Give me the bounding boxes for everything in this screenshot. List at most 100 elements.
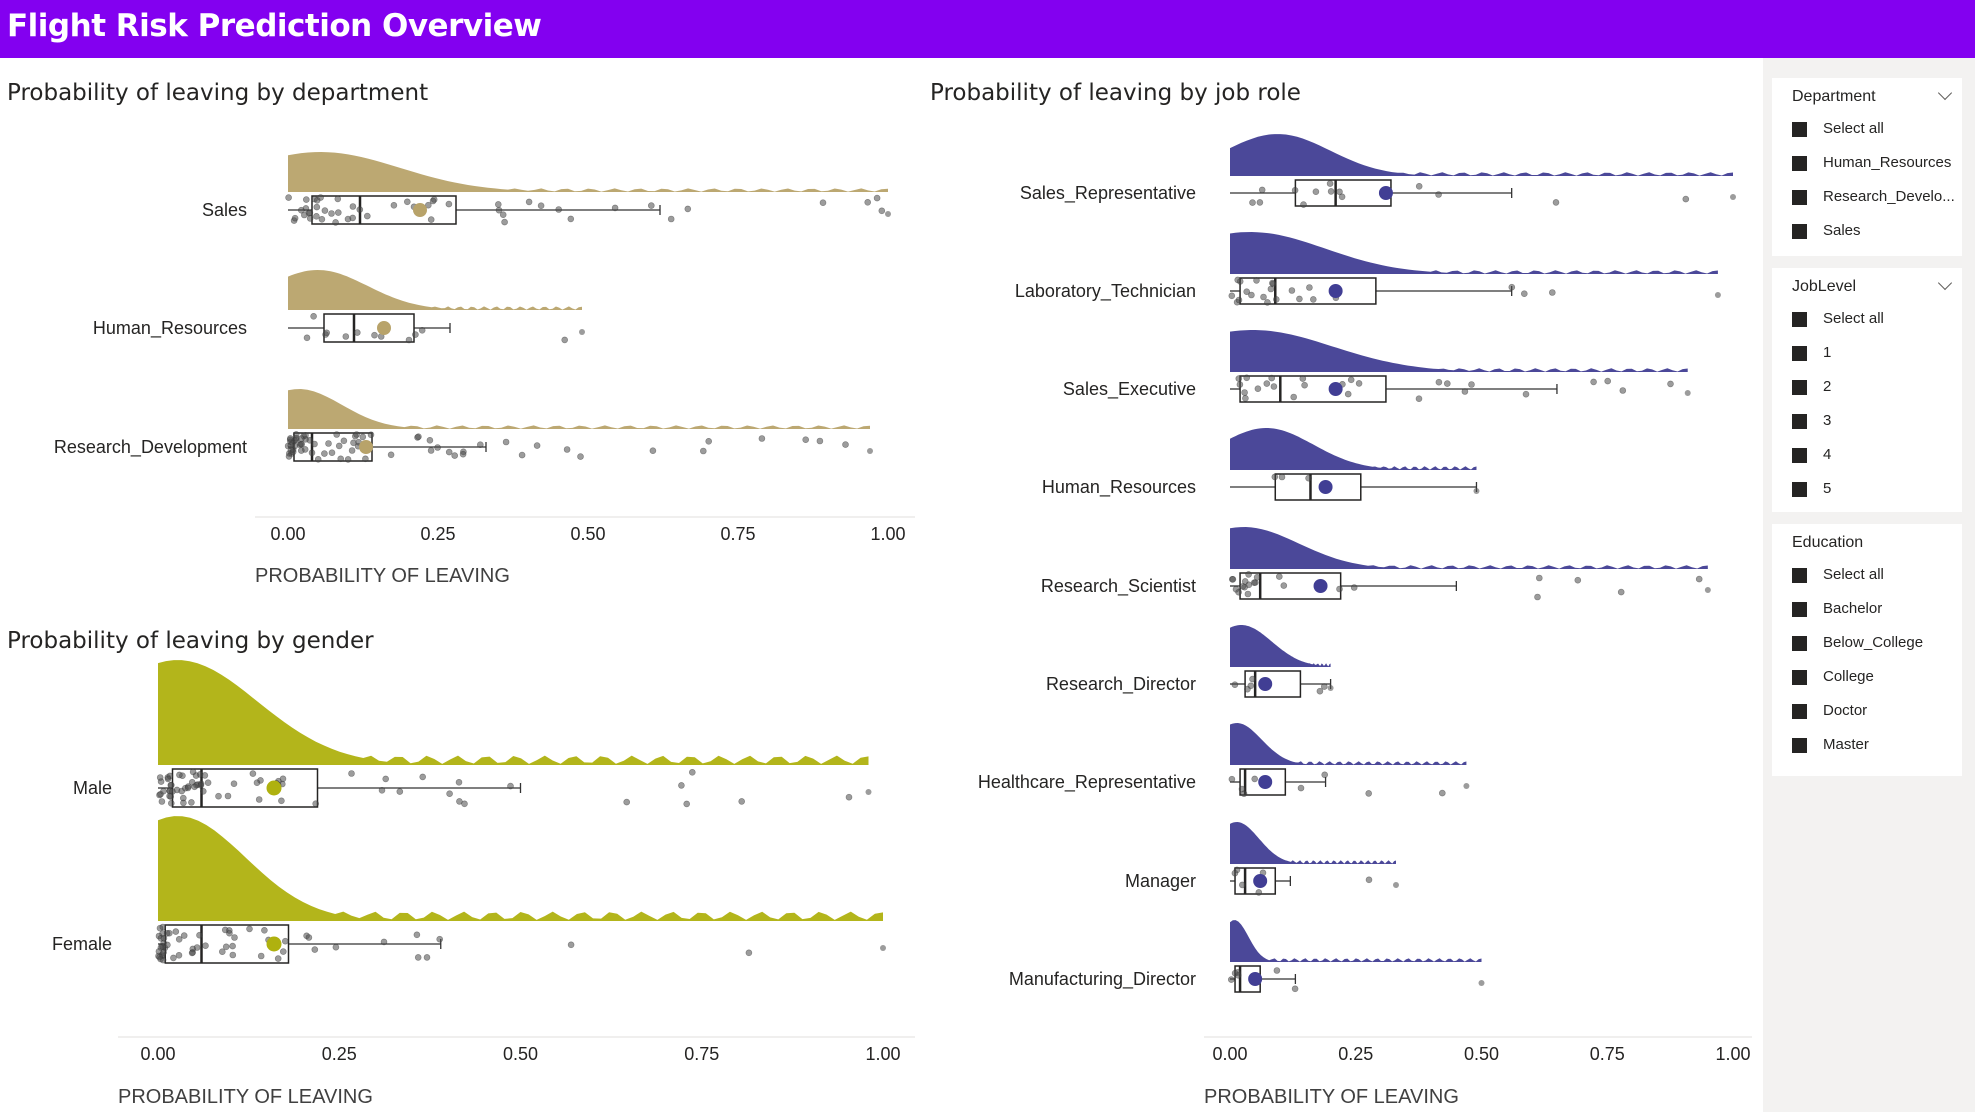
gender-data-point (221, 926, 229, 934)
jobrole-x-tick-label: 0.75 (1590, 1044, 1625, 1064)
checkbox[interactable] (1792, 482, 1807, 497)
jobrole-data-point (1264, 299, 1271, 306)
gender-data-point (567, 941, 575, 949)
slicer-option[interactable]: Human_Resources (1792, 152, 1962, 174)
department-mean-marker (359, 440, 373, 454)
checkbox[interactable] (1792, 568, 1807, 583)
checkbox[interactable] (1792, 312, 1807, 327)
jobrole-x-tick-label: 1.00 (1715, 1044, 1750, 1064)
checkbox[interactable] (1792, 414, 1807, 429)
slicer-option[interactable]: 2 (1792, 376, 1962, 398)
jobrole-data-point (1695, 575, 1703, 583)
checkbox[interactable] (1792, 738, 1807, 753)
checkbox[interactable] (1792, 346, 1807, 361)
jobrole-data-point (1604, 377, 1611, 385)
chevron-down-icon[interactable] (1937, 275, 1953, 291)
checkbox[interactable] (1792, 704, 1807, 719)
slicer-option-label: Below_College (1823, 634, 1924, 651)
jobrole-data-point (1232, 585, 1240, 593)
checkbox[interactable] (1792, 380, 1807, 395)
department-data-point (302, 196, 310, 203)
jobrole-data-point (1248, 291, 1255, 299)
jobrole-data-point (1321, 683, 1328, 690)
jobrole-data-point (1534, 593, 1541, 601)
jobrole-data-point (1301, 381, 1308, 389)
jobrole-data-point (1439, 789, 1446, 797)
slicer-option[interactable]: Bachelor (1792, 598, 1962, 620)
jobrole-x-tick-label: 0.50 (1464, 1044, 1499, 1064)
jobrole-data-point (1229, 575, 1237, 583)
checkbox[interactable] (1792, 156, 1807, 171)
slicer-option[interactable]: College (1792, 666, 1962, 688)
department-data-point (348, 447, 356, 454)
department-data-point (647, 202, 655, 209)
checkbox[interactable] (1792, 224, 1807, 239)
slicer-option[interactable]: Select all (1792, 308, 1962, 330)
department-data-point (367, 431, 375, 439)
jobrole-data-point (1619, 387, 1627, 394)
department-data-point (611, 204, 619, 212)
checkbox[interactable] (1792, 602, 1807, 617)
gender-data-point (184, 784, 192, 792)
gender-data-point (157, 944, 165, 951)
jobrole-box (1244, 670, 1302, 698)
gender-data-point (222, 943, 230, 951)
department-data-point (285, 453, 293, 460)
jobrole-data-point (1253, 573, 1261, 581)
slicer-option[interactable]: 3 (1792, 410, 1962, 432)
slicer-department: Department Select all Human_Resources Resea… (1772, 78, 1962, 256)
department-data-point (459, 450, 467, 458)
slicer-option-label: College (1823, 668, 1874, 685)
slicer-option[interactable]: Below_College (1792, 632, 1962, 654)
gender-x-tick-label: 1.00 (865, 1044, 900, 1064)
slicer-option[interactable]: Doctor (1792, 700, 1962, 722)
gender-data-point (461, 800, 468, 808)
jobrole-data-point (1435, 378, 1443, 386)
department-data-point (340, 437, 348, 445)
slicer-option[interactable]: Research_Develo... (1792, 186, 1962, 208)
slicer-option[interactable]: 4 (1792, 444, 1962, 466)
gender-data-point (255, 796, 263, 803)
gender-data-point (380, 938, 388, 946)
chevron-down-icon[interactable] (1937, 85, 1953, 101)
jobrole-mean-marker (1328, 382, 1343, 396)
department-data-point (418, 326, 426, 334)
jobrole-data-point (1235, 375, 1243, 382)
gender-data-point (219, 948, 226, 956)
department-data-point (502, 438, 510, 446)
checkbox[interactable] (1792, 448, 1807, 463)
slicer-option[interactable]: 5 (1792, 478, 1962, 500)
jobrole-category-label: Laboratory_Technician (1015, 281, 1196, 302)
jobrole-data-point (1254, 385, 1262, 393)
slicer-option[interactable]: Select all (1792, 118, 1962, 140)
jobrole-data-point (1288, 287, 1296, 294)
slicer-option[interactable]: 1 (1792, 342, 1962, 364)
department-data-point (555, 206, 563, 213)
department-data-point (292, 434, 300, 442)
checkbox[interactable] (1792, 122, 1807, 137)
jobrole-row: Human_Resources (1042, 428, 1480, 501)
department-data-point (878, 207, 886, 215)
checkbox[interactable] (1792, 190, 1807, 205)
jobrole-mean-marker (1318, 480, 1333, 494)
jobrole-density-cloud (1230, 920, 1482, 962)
department-data-point (758, 435, 766, 442)
gender-data-point (158, 798, 166, 805)
gender-data-point (180, 932, 188, 939)
checkbox[interactable] (1792, 636, 1807, 651)
checkbox[interactable] (1792, 670, 1807, 685)
gender-data-point (215, 792, 222, 800)
slicer-education: Education Select all Bachelor Below_College… (1772, 524, 1962, 776)
gender-data-point (413, 931, 421, 939)
slicer-option-label: 4 (1823, 446, 1832, 463)
department-mean-marker (377, 321, 391, 335)
department-data-point (306, 436, 314, 444)
gender-data-point (168, 799, 175, 807)
department-data-point (684, 205, 692, 213)
slicer-option[interactable]: Master (1792, 734, 1962, 756)
gender-data-point (278, 797, 285, 805)
slicer-option[interactable]: Select all (1792, 564, 1962, 586)
slicer-option[interactable]: Sales (1792, 220, 1962, 242)
jobrole-category-label: Research_Scientist (1041, 576, 1196, 597)
jobrole-density-cloud (1230, 625, 1331, 667)
